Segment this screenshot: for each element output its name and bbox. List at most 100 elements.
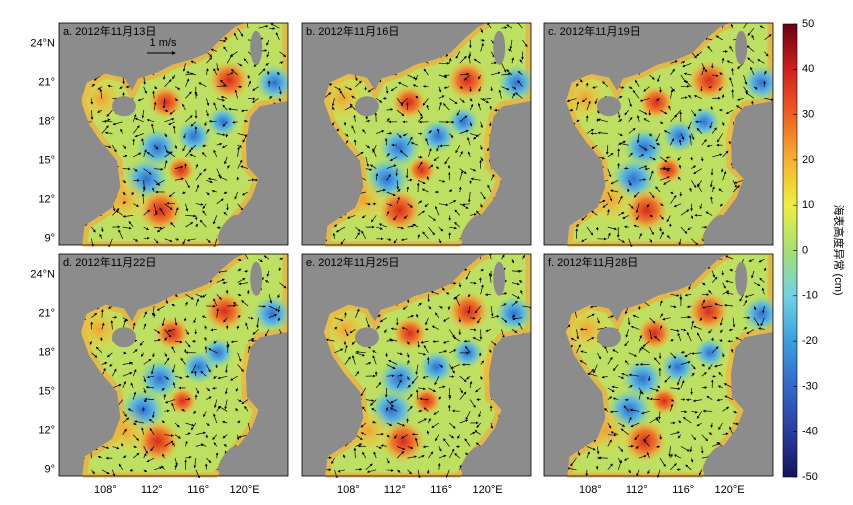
current-vector [91,83,96,87]
current-vector [428,148,432,157]
current-vector [490,71,501,76]
current-vector [351,95,356,99]
current-vector [477,102,481,111]
current-vector [189,154,197,158]
current-vector [627,188,630,193]
current-vector [206,179,213,184]
current-vector [649,214,654,218]
map-panel: c. 2012年11月19日 [543,22,774,247]
eddy [147,85,184,120]
current-vector [206,128,210,134]
current-vector [443,86,450,89]
current-vector [581,215,588,221]
current-vector [506,69,513,76]
current-vector [597,118,608,123]
current-vector [112,208,120,216]
current-vector [146,118,155,123]
current-vector [378,223,387,228]
current-vector [478,86,482,93]
current-vector [204,121,208,127]
current-vector [220,79,228,87]
current-vector [218,176,228,181]
current-vector [417,179,426,185]
current-vector [159,207,165,216]
current-vector [376,188,386,193]
current-vector [436,145,440,152]
current-vector [122,180,127,184]
current-vector [195,223,198,228]
current-vector [690,156,693,161]
current-vector [386,164,397,169]
current-vector [141,137,145,146]
current-vector [277,71,280,76]
eddy [742,295,773,333]
coastal-band [81,23,288,247]
current-vector [657,74,661,83]
current-vector [624,109,629,116]
current-vector [415,95,419,99]
current-vector [469,103,474,111]
current-vector [397,226,405,230]
current-vector [195,172,202,181]
current-vector [586,128,594,134]
island [354,327,379,348]
current-vector [133,168,138,172]
current-vector [386,152,390,158]
x-tick-label: 120°E [715,484,745,496]
current-vector [687,226,692,231]
island [250,261,263,296]
current-vector [680,226,688,234]
current-vector [487,23,492,29]
current-vector [607,153,614,158]
current-vector [425,137,429,146]
island [111,96,136,117]
current-vector [691,180,697,189]
current-vector [663,130,671,134]
x-tick-label: 108° [337,484,360,496]
current-vector [248,178,255,182]
eddy [252,295,288,333]
current-vector [389,156,398,161]
current-vector [470,168,477,172]
x-tick-label: 112° [384,484,406,496]
y-tick-label: 15° [38,155,55,167]
current-vector [618,238,625,243]
current-vector [609,189,619,193]
current-vector [428,164,434,169]
current-vector [428,130,432,134]
current-vector [393,215,398,221]
current-vector [376,98,383,103]
current-vector [222,104,228,111]
current-vector [456,109,461,116]
current-vector [223,211,228,216]
current-vector [670,68,675,76]
current-vector [164,151,173,158]
island [111,327,136,348]
current-vector [237,144,243,148]
current-vector [169,109,176,115]
current-vector [501,26,508,30]
current-vector [333,224,337,228]
eddy [176,118,212,154]
current-vector [91,226,96,233]
eddy [201,337,235,369]
eddy [687,106,721,138]
current-vector [628,238,633,247]
current-vector [118,229,124,239]
current-vector [237,146,240,157]
current-vector [618,119,623,123]
current-vector [618,85,625,89]
current-vector [174,165,184,169]
current-vector [639,98,650,102]
current-vector [344,105,353,111]
current-vector [635,203,640,214]
current-vector [417,210,426,216]
current-vector [396,189,401,193]
y-tick-label: 12° [38,194,55,206]
current-vector [195,163,199,169]
current-vector [649,170,654,181]
eddy [447,290,490,332]
current-vector [183,133,186,139]
current-vector [190,60,197,64]
current-vector [677,176,682,181]
